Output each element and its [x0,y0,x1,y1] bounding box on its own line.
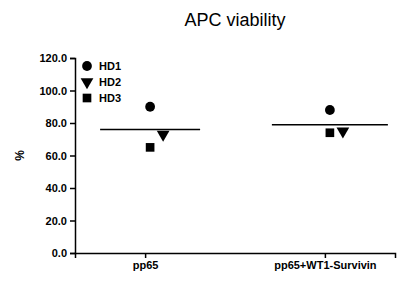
y-tick-label: 120.0 [39,52,67,64]
x-tick: pp65+WT1-Survivin [274,253,377,271]
y-tick-mark [70,123,75,125]
y-tick-label: 0.0 [52,247,67,259]
y-tick: 40.0 [46,182,75,194]
legend: HD1 HD2 HD3 [81,60,121,104]
legend-label: HD3 [99,92,121,104]
legend-symbol [81,78,94,89]
y-tick: 20.0 [46,215,75,227]
chart-svg: 0.0 20.0 40.0 60.0 80.0 100.0 120.0 pp65 pp65+WT… [0,0,408,284]
y-tick-label: 40.0 [46,182,67,194]
y-tick-label: 60.0 [46,150,67,162]
y-tick-label: 20.0 [46,215,67,227]
data-point [326,128,335,137]
x-tick-label: pp65 [133,259,159,271]
x-axis-line [76,254,396,259]
x-tick: pp65 [133,253,159,271]
y-tick: 0.0 [52,247,75,259]
legend-label: HD1 [99,60,121,72]
y-tick-label: 80.0 [46,117,67,129]
chart-container: 0.0 20.0 40.0 60.0 80.0 100.0 120.0 pp65 pp65+WT… [0,0,408,284]
data-point [146,143,155,152]
legend-symbol [83,94,92,103]
y-tick: 80.0 [46,117,75,129]
y-tick: 100.0 [39,85,75,97]
y-tick-mark [70,253,75,255]
legend-label: HD2 [99,76,121,88]
legend-item: HD2 [81,76,121,89]
y-tick-mark [70,58,75,60]
y-tick-label: 100.0 [39,85,67,97]
marks [100,102,388,152]
mean-line [272,124,388,126]
y-tick: 120.0 [39,52,75,64]
y-axis-line [70,59,76,254]
x-tick-mark [325,253,327,258]
y-tick: 60.0 [46,150,75,162]
y-tick-mark [70,90,75,92]
legend-item: HD1 [82,60,121,72]
title: APC viability [184,10,285,30]
x-tick-mark [145,253,147,258]
mean-line [100,129,200,131]
data-point [337,127,350,138]
y-tick-mark [70,155,75,157]
data-point [145,102,155,112]
legend-symbol [82,61,92,71]
x-tick-label: pp65+WT1-Survivin [274,259,377,271]
y-axis-title: % [13,150,27,161]
data-point [157,131,170,142]
plot-area: 0.0 20.0 40.0 60.0 80.0 100.0 120.0 pp65 pp65+WT… [39,52,395,271]
x-axis: pp65 pp65+WT1-Survivin [76,253,396,271]
y-tick-mark [70,220,75,222]
y-axis: 0.0 20.0 40.0 60.0 80.0 100.0 120.0 [39,52,75,259]
y-tick-mark [70,188,75,190]
data-point [325,105,335,115]
legend-item: HD3 [83,92,121,104]
